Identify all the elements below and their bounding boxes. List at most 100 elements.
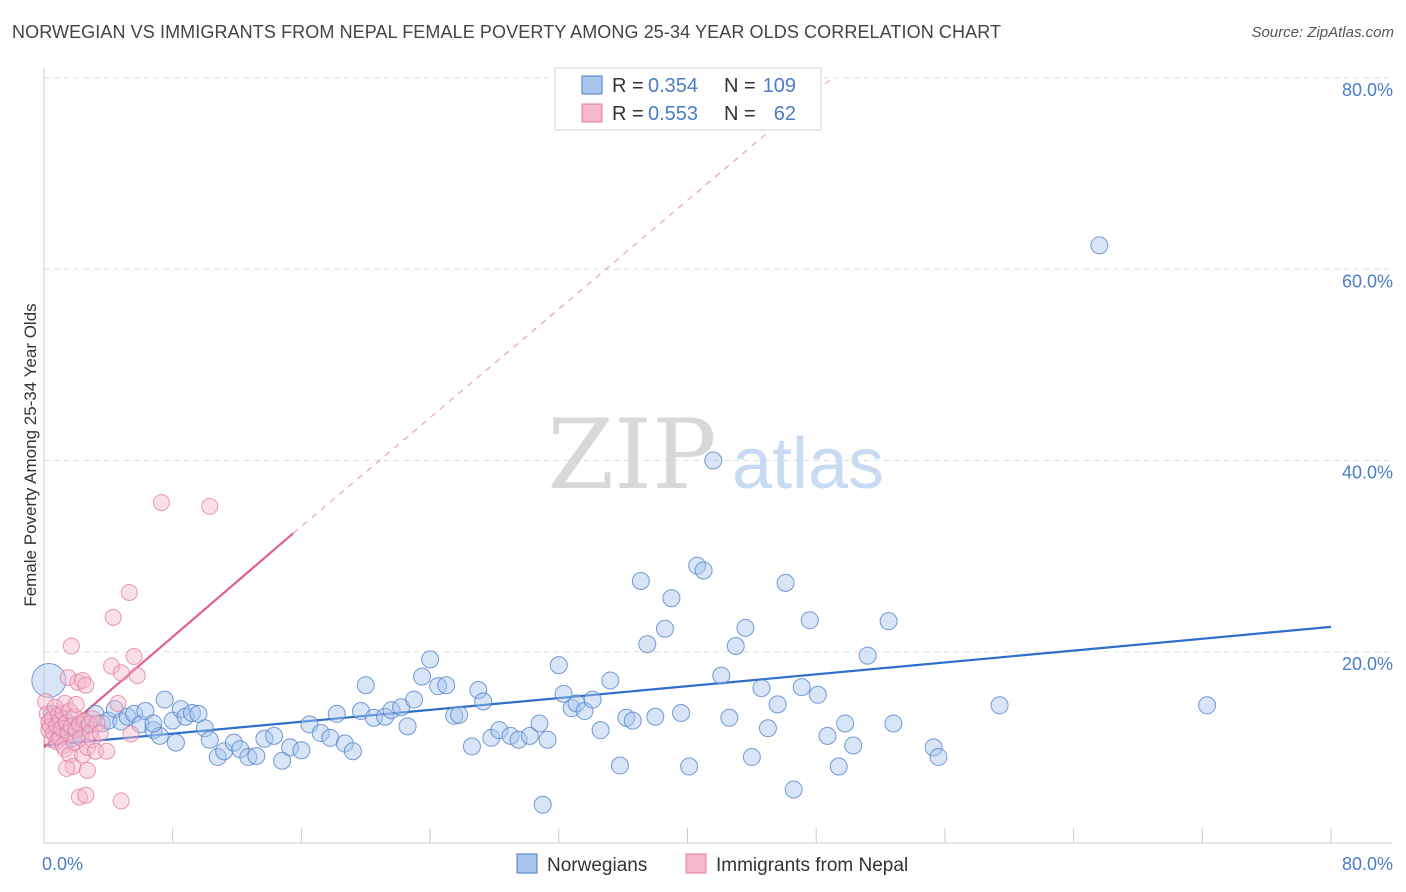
norwegian-point-101	[792, 678, 811, 697]
norwegian-point-97	[758, 719, 777, 738]
norwegian-point-95	[742, 747, 761, 766]
y-axis-title: Female Poverty Among 25-34 Year Olds	[21, 303, 40, 606]
norwegian-point-55	[421, 650, 440, 669]
norwegian-point-67	[520, 726, 539, 745]
nepal-point-18	[56, 740, 74, 758]
stats-n-label-0: N =	[724, 75, 756, 97]
norwegian-point-60	[462, 737, 481, 756]
stats-legend-swatch-blue	[581, 75, 603, 95]
nepal-point-61	[58, 759, 76, 777]
y-tick-label-80: 80.0%	[1342, 80, 1393, 100]
norwegian-point-107	[844, 736, 863, 755]
norwegian-point-53	[405, 690, 424, 709]
nepal-trend-line	[43, 532, 295, 749]
legend-label-nepal: Immigrants from Nepal	[716, 855, 908, 876]
ticks-layer: 20.0% 40.0% 60.0% 80.0% 0.0% 80.0%	[42, 80, 1393, 874]
norwegian-point-115	[1198, 696, 1217, 715]
stats-r-value-1: 0.553	[648, 103, 698, 125]
chart-title: NORWEGIAN VS IMMIGRANTS FROM NEPAL FEMAL…	[12, 22, 1002, 42]
nepal-point-53	[112, 664, 130, 682]
norwegian-point-34	[247, 746, 266, 765]
nepal-point-55	[120, 583, 138, 601]
nepal-point-0	[37, 692, 55, 710]
nepal-point-51	[104, 608, 122, 626]
nepal-point-57	[125, 648, 143, 666]
nepal-point-47	[88, 714, 106, 732]
stats-n-value-1: 62	[774, 103, 796, 125]
norwegian-point-114	[1090, 236, 1109, 255]
nepal-point-21	[59, 669, 77, 687]
norwegian-point-99	[776, 573, 795, 592]
x-tick-label-max: 80.0%	[1342, 854, 1393, 874]
norwegian-point-84	[655, 619, 674, 638]
nepal-point-22	[61, 702, 79, 720]
norwegian-point-105	[829, 757, 848, 776]
norwegian-point-64	[490, 721, 509, 740]
norwegian-point-66	[509, 730, 528, 749]
nepal-point-48	[91, 724, 109, 742]
norwegian-point-111	[924, 738, 943, 757]
nepal-point-30	[67, 695, 85, 713]
norwegian-point-104	[818, 726, 837, 745]
norwegian-point-81	[631, 571, 650, 590]
norwegian-point-90	[704, 451, 723, 470]
stats-legend-swatch-pink	[581, 103, 603, 123]
norwegian-point-113	[990, 696, 1009, 715]
legend-label-norwegians: Norwegians	[547, 855, 647, 876]
norwegian-point-108	[858, 646, 877, 665]
norwegian-point-21	[155, 690, 174, 709]
norwegian-point-85	[662, 589, 681, 608]
norwegian-point-106	[836, 714, 855, 733]
norwegian-point-70	[549, 656, 568, 675]
norwegian-point-52	[398, 717, 417, 736]
y-tick-label-60: 60.0%	[1342, 271, 1393, 291]
norwegian-point-116	[533, 795, 552, 814]
nepal-point-52	[109, 694, 127, 712]
norwegian-point-96	[752, 679, 771, 698]
nepal-point-56	[122, 725, 140, 743]
watermark-zip: ZIP	[547, 399, 716, 511]
stats-r-label-0: R =	[612, 75, 644, 97]
trend-layer	[43, 77, 1332, 749]
nepal-point-59	[152, 494, 170, 512]
norwegian-point-45	[343, 742, 362, 761]
norwegian-point-0	[31, 662, 67, 698]
y-tick-label-40: 40.0%	[1342, 463, 1393, 483]
norwegian-point-25	[183, 703, 202, 722]
norwegian-point-77	[601, 671, 620, 690]
stats-n-label-1: N =	[724, 103, 756, 125]
norwegian-point-75	[583, 690, 602, 709]
norwegian-point-57	[437, 676, 456, 695]
norwegian-point-78	[610, 756, 629, 775]
norwegian-point-117	[166, 733, 185, 752]
nepal-point-36	[74, 671, 92, 689]
norwegian-point-59	[450, 705, 469, 724]
stats-r-value-0: 0.354	[648, 75, 698, 97]
norwegian-point-110	[884, 714, 903, 733]
norwegian-point-69	[538, 730, 557, 749]
nepal-point-39	[77, 676, 95, 694]
norwegian-point-82	[638, 635, 657, 654]
stats-n-value-0: 109	[763, 75, 796, 97]
series-legend: Norwegians Immigrants from Nepal	[516, 853, 908, 876]
stats-r-label-1: R =	[612, 103, 644, 125]
stats-legend: R = 0.354 N = 109 R = 0.553 N = 62	[554, 67, 822, 131]
norwegian-point-94	[736, 618, 755, 637]
grid-layer	[44, 77, 1392, 653]
norwegian-point-28	[200, 730, 219, 749]
norwegian-point-41	[311, 724, 330, 743]
norwegian-point-61	[469, 681, 488, 699]
norwegian-point-80	[623, 711, 642, 730]
nepal-point-38	[77, 786, 95, 804]
nepal-point-44	[83, 710, 101, 728]
x-tick-label-min: 0.0%	[42, 854, 83, 874]
norwegian-point-31	[224, 733, 243, 752]
norwegian-point-38	[281, 738, 300, 757]
norwegian-point-71	[554, 684, 573, 703]
norwegian-point-49	[376, 707, 395, 726]
norwegians-trend-line	[43, 625, 1332, 747]
norwegian-point-98	[768, 695, 787, 714]
norwegian-point-16	[125, 704, 144, 723]
norwegian-point-103	[808, 685, 827, 704]
